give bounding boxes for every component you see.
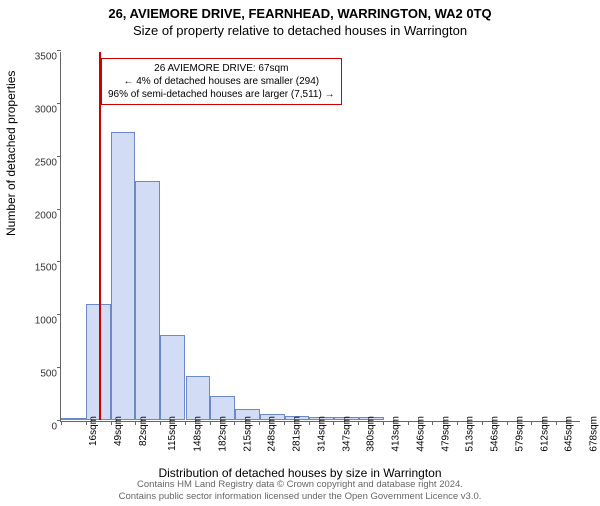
x-tick-label: 513sqm	[465, 416, 476, 452]
y-tick-mark	[57, 103, 61, 104]
x-tick-label: 380sqm	[366, 416, 377, 452]
y-tick-label: 2500	[25, 157, 57, 168]
callout-line2: ← 4% of detached houses are smaller (294…	[108, 75, 335, 88]
x-tick-mark	[160, 421, 161, 425]
callout-line1: 26 AVIEMORE DRIVE: 67sqm	[108, 62, 335, 75]
histogram-bar	[61, 418, 86, 420]
reference-line	[99, 52, 101, 420]
chart-footer: Contains HM Land Registry data © Crown c…	[0, 479, 600, 502]
x-tick-label: 446sqm	[415, 416, 426, 452]
x-tick-label: 579sqm	[515, 416, 526, 452]
x-tick-label: 248sqm	[267, 416, 278, 452]
y-tick-mark	[57, 261, 61, 262]
x-tick-mark	[210, 421, 211, 425]
x-tick-label: 314sqm	[316, 416, 327, 452]
chart-title-line2: Size of property relative to detached ho…	[0, 23, 600, 38]
x-tick-mark	[61, 421, 62, 425]
x-tick-mark	[358, 421, 359, 425]
x-tick-mark	[333, 421, 334, 425]
x-tick-mark	[432, 421, 433, 425]
x-tick-mark	[309, 421, 310, 425]
histogram-bar	[86, 304, 111, 420]
x-tick-label: 182sqm	[217, 416, 228, 452]
y-tick-mark	[57, 314, 61, 315]
callout-line3: 96% of semi-detached houses are larger (…	[108, 88, 335, 101]
x-tick-mark	[383, 421, 384, 425]
x-tick-label: 215sqm	[242, 416, 253, 452]
x-tick-mark	[259, 421, 260, 425]
x-tick-mark	[234, 421, 235, 425]
x-tick-mark	[135, 421, 136, 425]
x-tick-mark	[556, 421, 557, 425]
x-tick-mark	[408, 421, 409, 425]
histogram-bar	[135, 181, 160, 420]
plot-region: 050010001500200025003000350016sqm49sqm82…	[60, 52, 580, 422]
x-tick-label: 148sqm	[193, 416, 204, 452]
x-tick-label: 115sqm	[167, 416, 178, 451]
y-tick-mark	[57, 156, 61, 157]
footer-line1: Contains HM Land Registry data © Crown c…	[0, 479, 600, 490]
x-axis-label: Distribution of detached houses by size …	[0, 466, 600, 480]
x-tick-mark	[111, 421, 112, 425]
x-tick-mark	[86, 421, 87, 425]
y-tick-label: 0	[25, 422, 57, 433]
y-tick-label: 1500	[25, 263, 57, 274]
y-tick-label: 2000	[25, 210, 57, 221]
callout-box: 26 AVIEMORE DRIVE: 67sqm← 4% of detached…	[101, 58, 342, 105]
x-tick-label: 645sqm	[564, 416, 575, 452]
y-axis-label: Number of detached properties	[4, 71, 18, 236]
histogram-bar	[160, 335, 185, 420]
x-tick-mark	[507, 421, 508, 425]
histogram-bar	[111, 132, 136, 420]
y-tick-mark	[57, 209, 61, 210]
x-tick-label: 413sqm	[391, 416, 402, 452]
x-tick-label: 82sqm	[138, 416, 149, 446]
x-tick-label: 479sqm	[440, 416, 451, 452]
x-tick-mark	[531, 421, 532, 425]
chart-area: 050010001500200025003000350016sqm49sqm82…	[60, 52, 580, 422]
x-tick-mark	[185, 421, 186, 425]
x-tick-label: 546sqm	[490, 416, 501, 452]
chart-title-line1: 26, AVIEMORE DRIVE, FEARNHEAD, WARRINGTO…	[0, 6, 600, 21]
x-tick-label: 16sqm	[88, 416, 99, 446]
x-tick-label: 281sqm	[292, 416, 303, 452]
x-tick-mark	[284, 421, 285, 425]
x-tick-mark	[457, 421, 458, 425]
y-tick-mark	[57, 367, 61, 368]
y-tick-label: 500	[25, 369, 57, 380]
x-tick-label: 612sqm	[539, 416, 550, 452]
y-tick-label: 3000	[25, 104, 57, 115]
y-tick-label: 3500	[25, 52, 57, 63]
x-tick-label: 347sqm	[341, 416, 352, 452]
y-tick-mark	[57, 50, 61, 51]
x-tick-label: 678sqm	[589, 416, 600, 452]
x-tick-label: 49sqm	[113, 416, 124, 446]
y-tick-label: 1000	[25, 316, 57, 327]
footer-line2: Contains public sector information licen…	[0, 491, 600, 502]
x-tick-mark	[482, 421, 483, 425]
histogram-bar	[186, 376, 211, 420]
